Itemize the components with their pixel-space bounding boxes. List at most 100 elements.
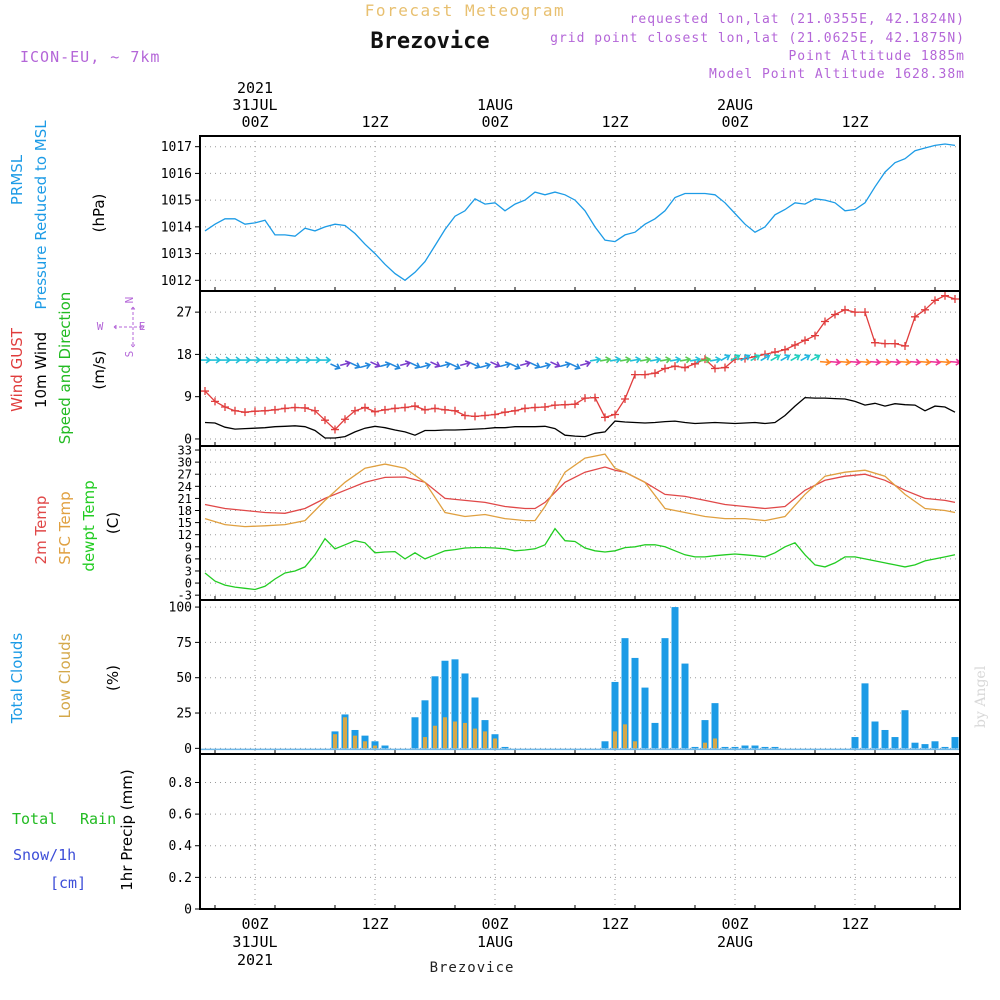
gust-marker	[641, 370, 649, 379]
gust-marker	[681, 363, 689, 372]
time-label-top: 12Z	[361, 113, 388, 131]
gust-marker	[541, 403, 549, 412]
wind-direction-arrow	[350, 362, 361, 369]
ytick-label-wind: 9	[184, 390, 192, 405]
gust-marker	[881, 339, 889, 348]
gust-marker	[311, 406, 319, 415]
gust-marker	[891, 339, 899, 348]
total-cloud-bar	[911, 742, 919, 749]
wind-direction-arrow	[220, 356, 232, 364]
total-cloud-bar	[941, 746, 949, 749]
wind-direction-arrow	[310, 356, 322, 364]
wind-direction-arrow	[559, 361, 572, 369]
wind-direction-arrow	[709, 356, 722, 364]
gust-marker	[221, 403, 229, 412]
wind-direction-arrow	[419, 362, 432, 370]
ytick-label-wind: 0	[184, 432, 192, 447]
gust-marker	[301, 403, 309, 412]
label-cm: [cm]	[50, 874, 86, 892]
gust-marker	[901, 341, 909, 350]
gust-marker	[661, 364, 669, 373]
gust-marker	[551, 401, 559, 410]
label-precip: 1hr Precip (mm)	[118, 769, 136, 890]
wind-direction-arrow	[770, 354, 781, 362]
watermark: by Angel	[973, 665, 989, 728]
wind-direction-arrow	[390, 363, 401, 370]
gust-marker	[461, 411, 469, 420]
ytick-label-temperature: 6	[185, 552, 192, 566]
wind-direction-arrow	[510, 363, 521, 370]
label-low-clouds: Low Clouds	[56, 633, 74, 718]
gust-marker	[411, 402, 419, 411]
gust-marker	[581, 394, 589, 403]
gust-marker	[811, 331, 819, 340]
total-cloud-bar	[651, 722, 659, 749]
wind-direction-arrow	[579, 360, 592, 368]
gust-marker	[721, 363, 729, 372]
total-cloud-bar	[761, 746, 769, 749]
total-cloud-bar	[691, 746, 699, 749]
wind-direction-arrow	[790, 354, 801, 362]
total-cloud-bar	[471, 697, 479, 749]
data-layer-clouds	[200, 607, 960, 751]
total-cloud-bar	[901, 710, 909, 749]
side-labels: PRMSL Pressure Reduced to MSL (hPa) Wind GU…	[8, 120, 145, 892]
wind-direction-arrow	[270, 356, 282, 364]
low-cloud-bar	[373, 745, 377, 749]
time-label-bottom: 00Z	[721, 915, 748, 933]
total-cloud-bar	[951, 737, 959, 749]
wind-direction-arrow	[740, 354, 751, 362]
gust-marker	[631, 370, 639, 379]
wind-direction-arrow	[599, 356, 612, 364]
wind-direction-arrow	[550, 361, 561, 368]
gust-marker	[931, 296, 939, 305]
wind-direction-arrow	[839, 358, 852, 366]
wind-direction-arrow	[909, 358, 922, 366]
gust-marker	[421, 405, 429, 414]
total-cloud-bar	[631, 657, 639, 749]
ytick-label-temperature: 24	[178, 480, 192, 494]
wind-direction-arrow	[570, 363, 581, 370]
ytick-label-temperature: 27	[178, 468, 192, 482]
gust-marker	[251, 407, 259, 416]
series-line-prmsl	[204, 143, 956, 282]
gust-marker	[851, 308, 859, 317]
time-label-bottom: 2021	[237, 951, 273, 969]
gust-marker	[921, 305, 929, 314]
total-cloud-bar	[871, 721, 879, 749]
total-cloud-bar	[851, 737, 859, 749]
label-c: (C)	[104, 512, 122, 534]
time-label-bottom: 31JUL	[232, 933, 277, 951]
ytick-label-clouds: 100	[169, 601, 192, 616]
wind-direction-arrow	[800, 354, 811, 362]
wind-direction-arrow	[499, 361, 512, 369]
gust-marker	[561, 400, 569, 409]
gust-marker	[471, 412, 479, 421]
time-label-top: 2021	[237, 79, 273, 97]
wind-direction-arrow	[929, 358, 942, 366]
gust-marker	[831, 310, 839, 319]
wind-direction-arrow	[649, 356, 662, 364]
total-cloud-bar	[751, 745, 759, 749]
low-cloud-bar	[613, 731, 617, 749]
gust-marker	[711, 364, 719, 373]
compass-n: N	[123, 297, 136, 304]
compass-cross	[113, 306, 145, 348]
label-sfc-temp: SFC Temp	[56, 491, 74, 564]
total-cloud-bar	[451, 659, 459, 749]
gust-marker	[951, 294, 959, 303]
time-label-bottom: 1AUG	[477, 933, 513, 951]
ytick-label-temperature: 9	[185, 540, 192, 554]
compass-s: S	[123, 351, 136, 358]
gust-marker	[861, 308, 869, 317]
compass-icon: W ENS	[97, 297, 146, 358]
gust-marker	[261, 406, 269, 415]
gust-marker	[291, 403, 299, 412]
wind-direction-arrow	[539, 362, 552, 370]
gust-marker	[321, 416, 329, 425]
total-cloud-bar	[661, 638, 669, 749]
ytick-label-temperature: 33	[178, 444, 192, 458]
total-cloud-bar	[931, 741, 939, 749]
total-cloud-bar	[881, 729, 889, 749]
